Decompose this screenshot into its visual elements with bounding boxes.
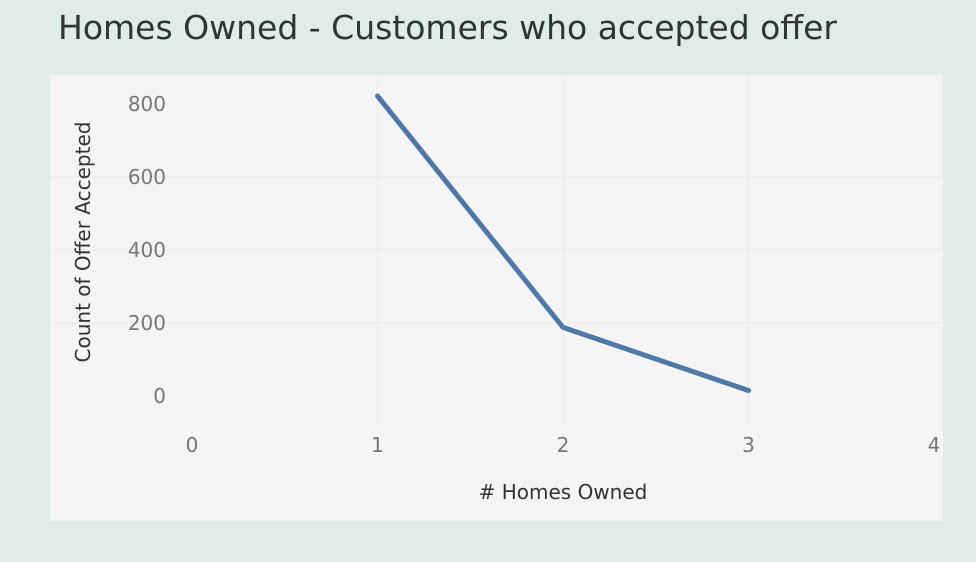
plot-area <box>50 75 943 521</box>
x-axis-title: # Homes Owned <box>479 480 648 504</box>
y-tick-label: 800 <box>128 92 166 116</box>
y-tick-label: 400 <box>128 238 166 262</box>
x-tick-label: 4 <box>928 433 941 457</box>
x-tick-label: 3 <box>742 433 755 457</box>
y-axis-title: Count of Offer Accepted <box>71 122 95 363</box>
axis-ticks: 0 200 400 600 800 0 1 2 3 4 <box>128 92 941 457</box>
series-line <box>375 93 751 393</box>
x-tick-label: 2 <box>557 433 570 457</box>
series-layer <box>375 93 751 393</box>
y-tick-label: 600 <box>128 165 166 189</box>
x-tick-label: 0 <box>186 433 199 457</box>
x-tick-label: 1 <box>371 433 384 457</box>
y-tick-label: 200 <box>128 311 166 335</box>
y-tick-label: 0 <box>153 384 166 408</box>
gridlines <box>50 75 943 425</box>
chart-title: Homes Owned - Customers who accepted off… <box>58 8 837 47</box>
